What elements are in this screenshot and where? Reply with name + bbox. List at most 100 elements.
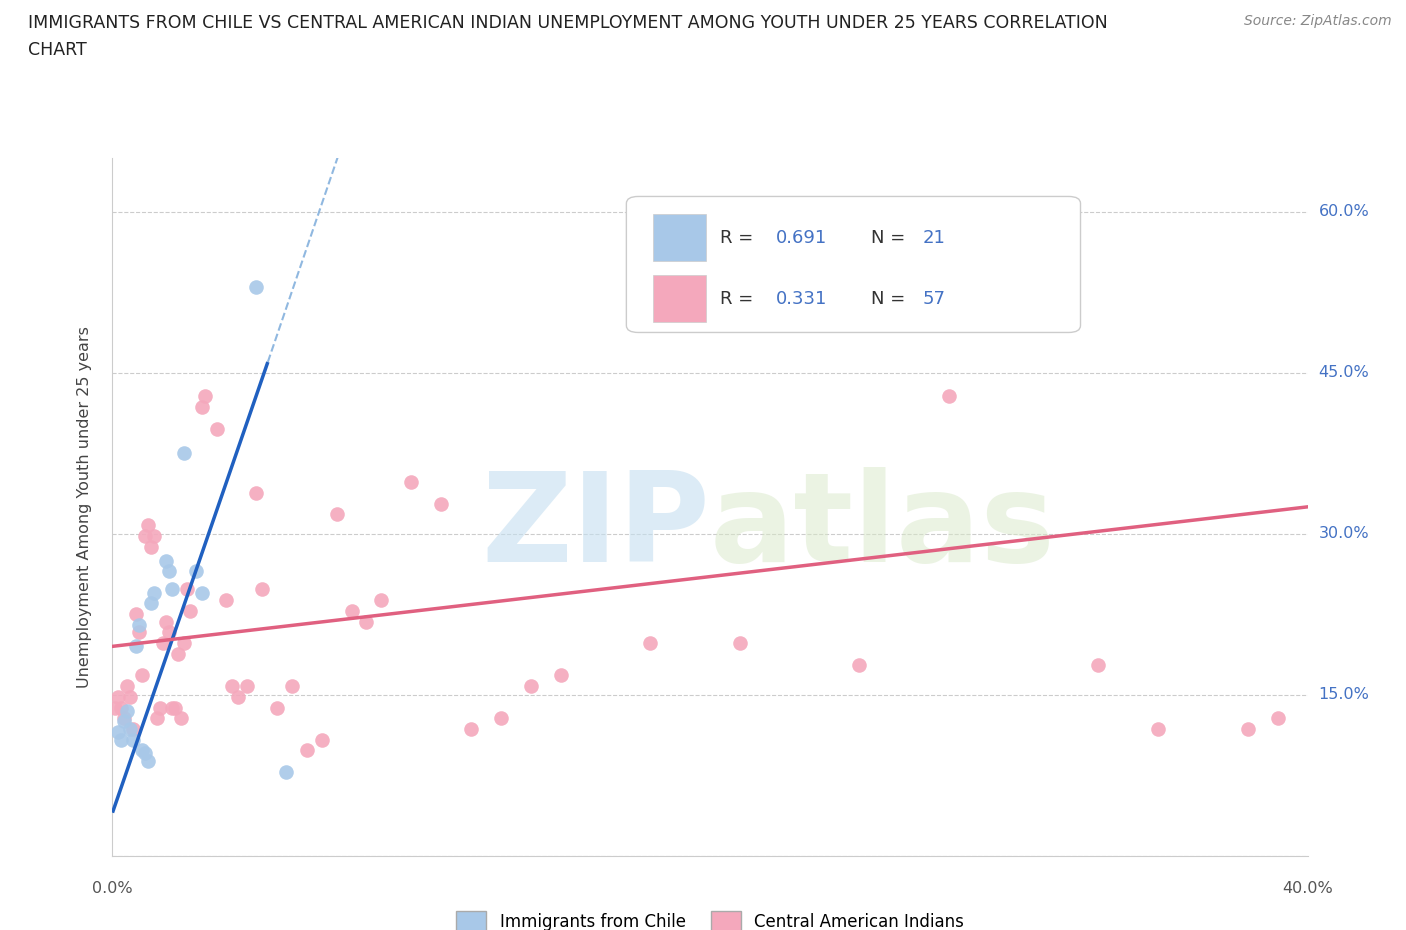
Point <box>430 497 453 512</box>
Legend: Immigrants from Chile, Central American Indians: Immigrants from Chile, Central American … <box>450 904 970 930</box>
Bar <box>652 275 706 322</box>
Y-axis label: Unemployment Among Youth under 25 years: Unemployment Among Youth under 25 years <box>77 326 91 688</box>
Point <box>114 711 135 725</box>
Point <box>131 668 153 683</box>
Point <box>215 592 238 607</box>
Point <box>120 722 142 737</box>
Point <box>221 679 243 694</box>
Point <box>162 582 183 597</box>
Text: N =: N = <box>872 289 911 308</box>
Point <box>191 400 214 415</box>
Point <box>157 564 180 578</box>
Point <box>167 646 190 661</box>
Point <box>122 732 145 747</box>
Point <box>325 507 347 522</box>
Point <box>114 714 135 729</box>
Point <box>155 553 177 568</box>
Text: 21: 21 <box>922 229 946 246</box>
Point <box>122 722 145 737</box>
Point <box>236 679 259 694</box>
Text: 60.0%: 60.0% <box>1319 205 1369 219</box>
Point <box>110 732 132 747</box>
Point <box>250 582 273 597</box>
Point <box>728 636 751 651</box>
Text: 0.0%: 0.0% <box>93 881 132 896</box>
Point <box>146 711 169 725</box>
Point <box>125 639 148 654</box>
Point <box>1147 722 1170 737</box>
Point <box>138 518 160 533</box>
Text: R =: R = <box>720 229 759 246</box>
Point <box>143 528 166 543</box>
Text: Source: ZipAtlas.com: Source: ZipAtlas.com <box>1244 14 1392 28</box>
Point <box>460 722 482 737</box>
Text: 0.691: 0.691 <box>776 229 827 246</box>
Point <box>638 636 662 651</box>
Point <box>107 724 129 739</box>
Point <box>1237 722 1260 737</box>
Point <box>245 279 267 294</box>
Point <box>143 585 166 600</box>
Point <box>938 389 960 404</box>
Point <box>141 596 163 611</box>
Point <box>104 700 127 715</box>
Point <box>152 636 174 651</box>
Point <box>155 614 177 629</box>
Point <box>245 485 267 500</box>
Point <box>311 732 333 747</box>
Text: 0.331: 0.331 <box>776 289 827 308</box>
Point <box>176 582 198 597</box>
Point <box>149 700 172 715</box>
Text: 15.0%: 15.0% <box>1319 687 1369 702</box>
Bar <box>652 215 706 260</box>
Text: 57: 57 <box>922 289 946 308</box>
Point <box>141 539 163 554</box>
Point <box>295 743 318 758</box>
Point <box>226 689 249 704</box>
Point <box>848 658 870 672</box>
Point <box>1087 658 1109 672</box>
Text: 30.0%: 30.0% <box>1319 526 1369 541</box>
Point <box>120 689 142 704</box>
Point <box>281 679 304 694</box>
Point <box>170 711 193 725</box>
Point <box>274 764 297 779</box>
Point <box>520 679 543 694</box>
Point <box>134 745 156 760</box>
Point <box>138 753 160 768</box>
Point <box>173 636 195 651</box>
Point <box>117 703 139 718</box>
Text: N =: N = <box>872 229 911 246</box>
Point <box>125 606 148 621</box>
Text: CHART: CHART <box>28 41 87 59</box>
Point <box>128 618 150 632</box>
FancyBboxPatch shape <box>626 196 1080 333</box>
Point <box>186 564 208 578</box>
Point <box>173 445 195 460</box>
Point <box>1267 711 1289 725</box>
Point <box>205 421 228 436</box>
Point <box>194 389 217 404</box>
Point <box>134 528 156 543</box>
Point <box>340 604 363 618</box>
Point <box>157 625 180 640</box>
Text: R =: R = <box>720 289 759 308</box>
Point <box>110 700 132 715</box>
Point <box>550 668 572 683</box>
Point <box>401 474 423 489</box>
Point <box>165 700 187 715</box>
Text: IMMIGRANTS FROM CHILE VS CENTRAL AMERICAN INDIAN UNEMPLOYMENT AMONG YOUTH UNDER : IMMIGRANTS FROM CHILE VS CENTRAL AMERICA… <box>28 14 1108 32</box>
Point <box>117 679 139 694</box>
Point <box>128 625 150 640</box>
Point <box>489 711 512 725</box>
Point <box>179 604 201 618</box>
Text: 40.0%: 40.0% <box>1282 881 1333 896</box>
Point <box>266 700 288 715</box>
Point <box>370 592 392 607</box>
Point <box>162 700 183 715</box>
Point <box>356 614 378 629</box>
Text: 45.0%: 45.0% <box>1319 365 1369 380</box>
Text: ZIP: ZIP <box>481 467 710 589</box>
Text: atlas: atlas <box>710 467 1056 589</box>
Point <box>191 585 214 600</box>
